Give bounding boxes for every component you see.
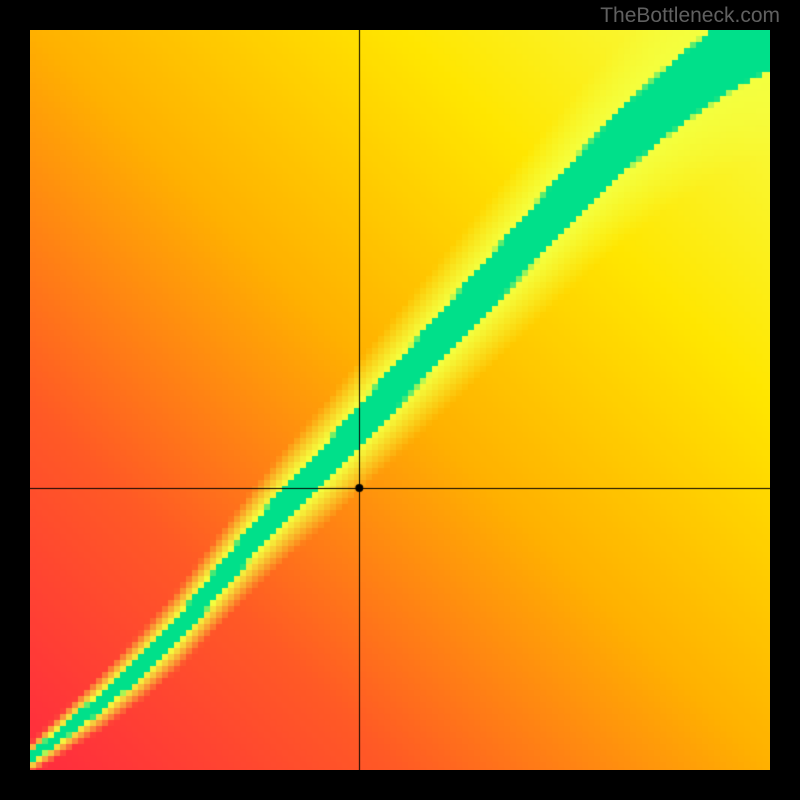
frame-left [0,0,30,800]
frame-right [770,0,800,800]
watermark-text: TheBottleneck.com [600,4,780,28]
chart-container: TheBottleneck.com [0,0,800,800]
frame-bottom [0,770,800,800]
crosshair-overlay [30,30,770,770]
